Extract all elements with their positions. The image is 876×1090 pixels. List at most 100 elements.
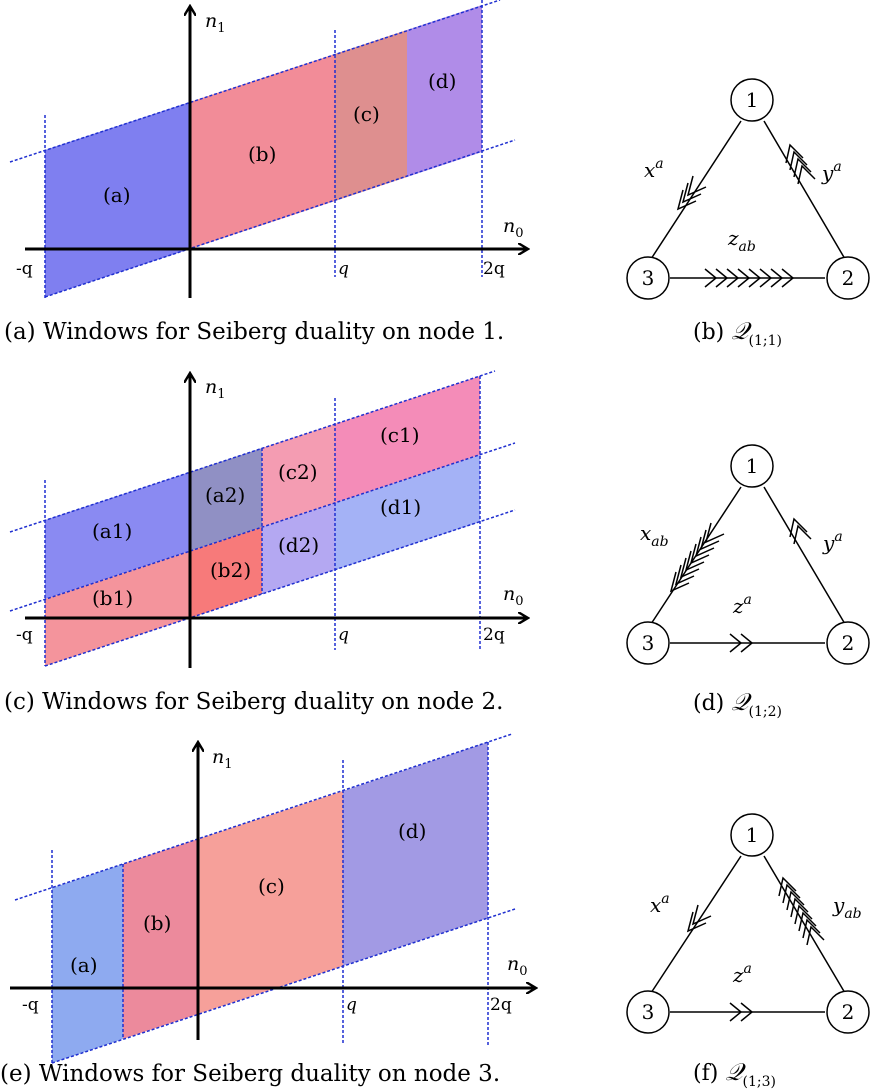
panel-e: n1 n0 -q q 2q (a) (b) (c) (d) (e) Window… [0,733,535,1087]
region-c [335,30,407,201]
edge-x [650,855,742,994]
tick-neg-q: -q [16,625,33,645]
tick-2q: 2q [483,625,505,645]
region-b [123,839,198,1039]
caption-a: (a) Windows for Seiberg duality on node … [4,319,504,345]
region-b1 [45,551,190,666]
tick-q: q [338,259,349,279]
quiver-b: 1 2 3 xa ya zab (b) 𝒬(1;1) [626,78,870,349]
node-1-label: 1 [746,88,759,112]
edge-y [763,120,846,260]
node-3-label: 3 [642,266,655,290]
edge-y [763,855,846,994]
region-d [407,5,482,177]
node-2-label: 2 [842,266,855,290]
edge-label-x: xa [650,891,670,917]
axis-label-n0: n0 [507,953,528,979]
panel-c-regions [45,376,480,666]
axis-label-n0: n0 [503,215,524,241]
arrowheads-y [785,143,816,185]
region-a2 [190,448,262,551]
node-3 [626,990,670,1034]
node-1-label: 1 [746,454,759,478]
region-label-a: (a) [70,953,98,977]
region-label-c1: (c1) [380,423,420,447]
arrowheads-z [729,633,754,653]
region-label-b: (b) [143,911,171,935]
lower-boundary [44,139,516,298]
axis-label-n1: n1 [205,10,226,36]
node-3 [626,256,670,300]
edge-x [650,120,742,260]
region-label-b1: (b1) [92,586,133,610]
region-label-d1: (d1) [380,495,421,519]
region-c1 [335,376,480,503]
arrowheads-z [729,1002,754,1022]
region-label-a2: (a2) [205,483,245,507]
edge-label-z: za [732,961,752,987]
edge-label-y: ya [821,159,842,185]
panel-c-axes [25,374,527,668]
region-label-c: (c) [258,874,285,898]
panel-c: n1 n0 -q q 2q (a1) (b1) (a2) (b2) (c2) (… [4,370,527,715]
panel-a-axes [25,7,527,298]
arrowheads-z [704,268,795,288]
node-1-label: 1 [746,823,759,847]
tick-q: q [338,625,349,645]
panel-e-borders [14,733,516,1064]
quiver-d: 1 2 3 xab ya za (d) 𝒬(1;2) [626,444,870,720]
panel-a: n1 n0 -q q 2q (a) (b) (c) (d) (a) Window… [4,0,527,345]
tick-neg-q: -q [22,995,39,1015]
node-1 [730,444,774,488]
arrowheads-x [676,175,707,211]
axis-label-n1: n1 [212,746,233,772]
region-d1 [335,455,480,570]
region-label-a1: (a1) [92,519,132,543]
panel-e-regions [52,742,488,1063]
edge-label-y: yab [832,893,862,922]
node-2 [826,990,870,1034]
middle-boundary [9,442,516,612]
node-2-label: 2 [842,1000,855,1024]
region-d2 [262,503,335,594]
region-label-a: (a) [103,183,131,207]
edge-y [763,486,846,625]
edge-label-x: xab [640,521,669,550]
region-label-d: (d) [428,69,456,93]
region-label-b: (b) [248,142,276,166]
upper-boundary [9,370,496,533]
edge-label-x: xa [644,156,664,182]
tick-q: q [346,995,357,1015]
panel-a-borders [9,0,516,298]
edge-label-y: ya [822,529,843,555]
node-1 [730,78,774,122]
node-3-label: 3 [642,1000,655,1024]
arrowheads-y [789,517,812,545]
region-c [198,791,343,1014]
region-a1 [45,472,190,599]
caption-e: (e) Windows for Seiberg duality on node … [0,1061,500,1087]
tick-2q: 2q [483,259,505,279]
node-2 [826,621,870,665]
region-a [52,864,123,1063]
region-c2 [262,424,335,527]
panel-c-borders [9,370,516,667]
region-d [343,742,488,966]
arrowheads-x [669,522,725,593]
quiver-f: 1 2 3 xa yab za (f) 𝒬(1;3) [626,813,870,1090]
region-label-d: (d) [398,819,426,843]
axis-label-n0: n0 [503,583,524,609]
tick-2q: 2q [490,995,512,1015]
region-label-d2: (d2) [278,533,319,557]
region-label-c2: (c2) [278,460,318,484]
lower-boundary [51,908,516,1064]
region-label-c: (c) [353,102,380,126]
edge-label-z: za [732,592,752,618]
caption-f: (f) 𝒬(1;3) [693,1058,776,1090]
axis-label-n1: n1 [205,376,226,402]
arrowheads-x [686,904,712,933]
caption-b: (b) 𝒬(1;1) [693,317,782,349]
edge-label-z: zab [727,226,756,255]
node-1 [730,813,774,857]
